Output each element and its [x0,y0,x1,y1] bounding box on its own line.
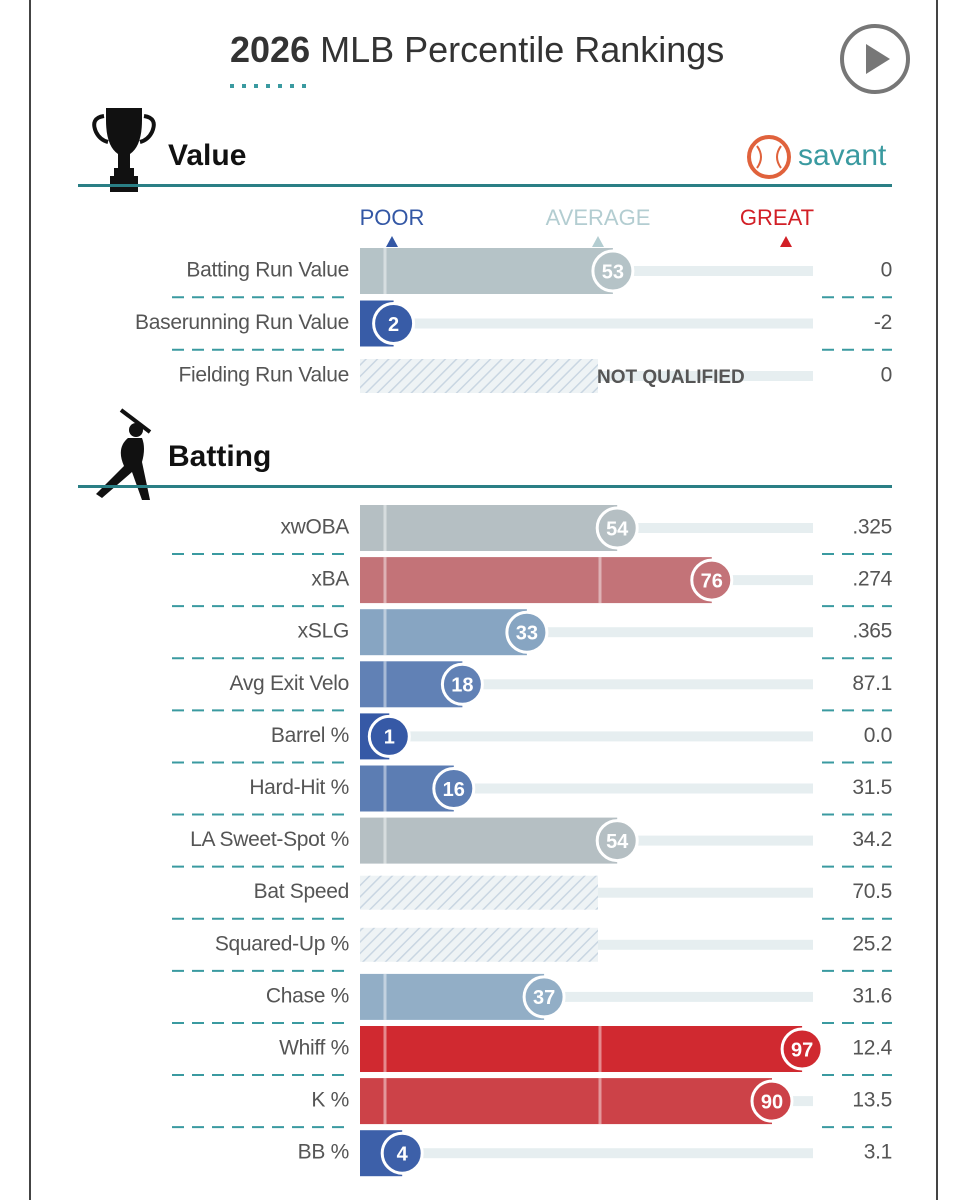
percentile-number: 4 [397,1143,409,1165]
percentile-badge [440,662,484,706]
savant-logo: savant [747,135,887,179]
brand: savant [798,139,887,172]
scale-poor: POOR [360,205,425,230]
percentile-bar [360,609,527,656]
section-rule [78,184,892,187]
percentile-bar [360,557,712,604]
percentile-bar [360,248,613,294]
metric-value: 31.5 [852,776,892,799]
metric-label: Chase % [266,984,349,1007]
title-rest: MLB Percentile Rankings [320,29,724,70]
metric-value: 13.5 [852,1089,892,1112]
metric-label: Squared-Up % [215,932,349,955]
metric-value: 70.5 [852,880,892,903]
percentile-badge [380,1131,424,1175]
metric-label: Whiff % [279,1037,349,1060]
metric-label: LA Sweet-Spot % [190,828,349,851]
percentile-number: 18 [451,675,473,697]
percentile-badge [780,1027,824,1071]
percentile-number: 97 [791,1039,813,1061]
metric-label: K % [311,1089,349,1112]
metric-label: xBA [311,568,349,591]
metric-label: Bat Speed [254,880,349,903]
great-marker [780,236,792,247]
metric-value: 34.2 [852,828,892,851]
track [360,991,813,1002]
percentile-number: 53 [602,261,624,283]
scale-great: GREAT [740,205,814,230]
metric-value: 31.6 [852,984,892,1007]
not-qualified-bar [360,927,598,962]
metric-label: xSLG [298,620,349,643]
average-marker [592,236,604,247]
metric-label: xwOBA [280,516,349,539]
metric-value: 0.0 [864,724,892,747]
metric-label: Hard-Hit % [249,776,349,799]
percentile-bar [360,817,618,864]
percentile-badge [505,610,549,654]
percentile-bar [360,973,545,1020]
percentile-number: 33 [516,622,538,644]
not-qualified-bar [360,875,598,910]
percentile-number: 76 [701,570,723,592]
percentile-badge [367,714,411,758]
metric-value: 0 [881,364,892,387]
percentile-number: 37 [533,987,555,1009]
track [360,627,813,638]
section-rule [78,485,892,488]
section-title: Value [168,139,246,172]
metric-label: BB % [298,1141,349,1164]
percentile-badge [432,767,476,810]
track [360,731,813,742]
title: 2026 MLB Percentile Rankings [230,29,724,70]
percentile-number: 1 [384,727,395,749]
percentile-number: 16 [443,779,465,801]
metric-value: 0 [881,259,892,282]
metric-label: Barrel % [271,724,349,747]
metric-value: 3.1 [864,1141,892,1164]
metric-value: -2 [874,311,892,334]
track [360,679,813,690]
play-button[interactable] [840,24,910,94]
metric-value: .274 [852,568,892,591]
track [360,1148,813,1159]
percentile-badge [372,302,416,345]
percentile-badge [595,506,639,550]
percentile-number: 90 [761,1091,783,1113]
title-year: 2026 [230,29,310,70]
trophy-icon [92,108,156,192]
percentile-number: 2 [388,314,399,336]
percentile-bar [360,505,618,551]
percentile-number: 54 [606,518,629,540]
percentile-badge [690,558,734,602]
metric-label: Baserunning Run Value [135,311,349,334]
metric-value: 87.1 [852,672,892,695]
metric-value: 25.2 [852,932,892,955]
metric-value: 12.4 [852,1037,892,1060]
not-qualified-bar [360,359,598,393]
metric-value: .365 [852,620,892,643]
section-title: Batting [168,440,271,473]
metric-label: Avg Exit Velo [230,672,349,695]
percentile-badge [522,975,566,1019]
percentile-number: 54 [606,831,629,853]
poor-marker [386,236,398,247]
percentile-bar [360,1078,772,1125]
percentile-badge [750,1079,794,1123]
metric-label: Batting Run Value [186,259,349,282]
metric-value: .325 [852,516,892,539]
metric-label: Fielding Run Value [179,364,350,387]
track [360,318,813,329]
status: NOT QUALIFIED [597,367,745,388]
scale-average: AVERAGE [546,205,651,230]
track [360,783,813,794]
percentile-badge [591,249,635,293]
batter-icon [96,408,152,500]
percentile-bar [360,1026,803,1072]
percentile-badge [595,819,639,863]
